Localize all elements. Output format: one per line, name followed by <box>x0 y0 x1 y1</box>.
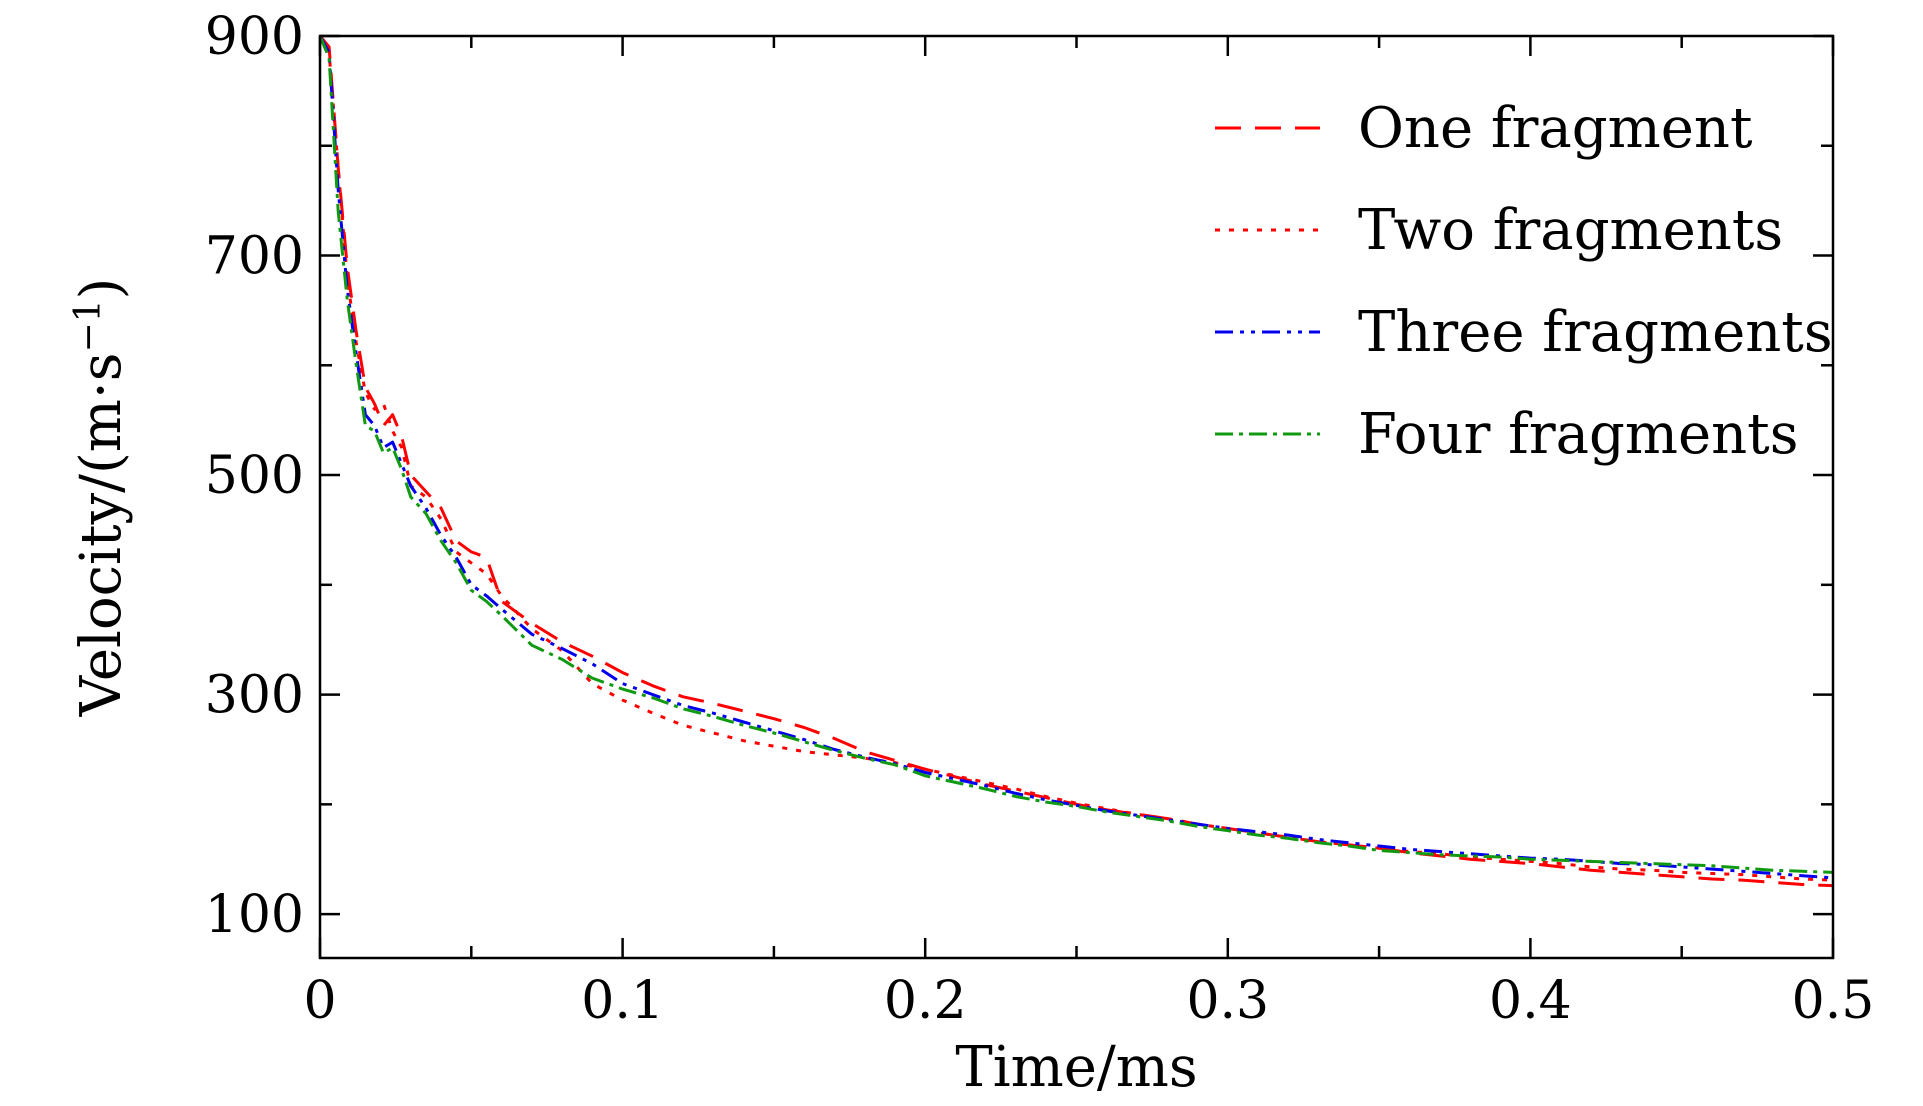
plot-frame <box>318 34 1835 960</box>
y-axis-label-close: ) <box>69 278 134 300</box>
series-line-4 <box>318 35 1834 874</box>
x-tick-label: 0.4 <box>1489 971 1572 1031</box>
x-axis-label: Time/ms <box>955 1035 1197 1100</box>
tick-labels-layer: 0 0.1 0.2 0.3 0.4 0.5 100 300 500 700 900 <box>205 7 1875 1031</box>
y-axis-label-main: Velocity/(m·s <box>69 353 134 718</box>
y-tick-label: 700 <box>205 227 304 287</box>
x-tick-label: 0.1 <box>581 971 664 1031</box>
x-tick-label: 0.5 <box>1792 971 1875 1031</box>
legend-label: Four fragments <box>1358 402 1798 467</box>
y-tick-label: 900 <box>205 7 304 67</box>
legend: One fragment Two fragments Three fragments… <box>1215 96 1833 467</box>
x-tick-label: 0.3 <box>1186 971 1269 1031</box>
legend-label: Three fragments <box>1358 300 1833 365</box>
x-tick-label: 0.2 <box>884 971 967 1031</box>
ticks-layer <box>318 34 1835 958</box>
y-tick-label: 100 <box>205 885 304 945</box>
y-tick-label: 300 <box>205 666 304 726</box>
series-layer <box>318 35 1834 888</box>
y-tick-label: 500 <box>205 446 304 506</box>
y-axis-label-superscript: −1 <box>68 299 109 352</box>
legend-label: One fragment <box>1358 96 1753 161</box>
x-tick-label: 0 <box>303 971 336 1031</box>
legend-label: Two fragments <box>1358 198 1783 263</box>
y-axis-label: Velocity/(m·s−1) <box>68 278 134 718</box>
